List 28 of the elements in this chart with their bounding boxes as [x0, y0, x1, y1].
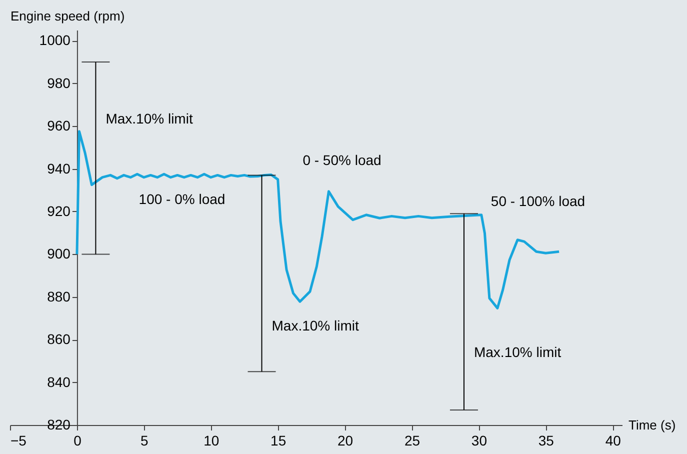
y-axis-title: Engine speed (rpm) [10, 8, 125, 24]
x-tick-label: 10 [204, 432, 220, 448]
x-axis-title: Time (s) [628, 418, 676, 432]
y-tick-label: 880 [47, 288, 71, 304]
annotation: 100 - 0% load [138, 191, 226, 207]
annotation: 50 - 100% load [490, 193, 586, 209]
x-tick-label: 30 [471, 432, 488, 448]
y-tick-label: 940 [47, 160, 71, 176]
x-tick-label: −5 [10, 432, 27, 448]
y-tick-label: 980 [47, 74, 71, 91]
x-tick-label: 40 [605, 432, 622, 448]
y-tick-label: 900 [47, 246, 71, 262]
series-label: Max.10% limit [106, 110, 193, 127]
x-tick-label: 20 [338, 432, 354, 448]
y-tick-label: 860 [47, 331, 71, 348]
x-tick-label: 15 [270, 432, 286, 448]
annotation: 0 - 50% load [302, 152, 382, 168]
line-series [76, 130, 560, 310]
y-tick-label: 920 [47, 202, 71, 219]
x-tick-label: 0 [74, 432, 82, 448]
y-tick-label: 1000 [39, 32, 71, 48]
series-label: Max.10% limit [474, 344, 562, 360]
series-label: Max.10% limit [272, 317, 360, 334]
x-tick-label: 25 [404, 432, 420, 448]
x-tick-label: 5 [140, 432, 149, 448]
x-tick-label: 35 [538, 432, 554, 448]
y-tick-label: 840 [47, 374, 71, 390]
y-tick-label: 960 [47, 118, 71, 134]
